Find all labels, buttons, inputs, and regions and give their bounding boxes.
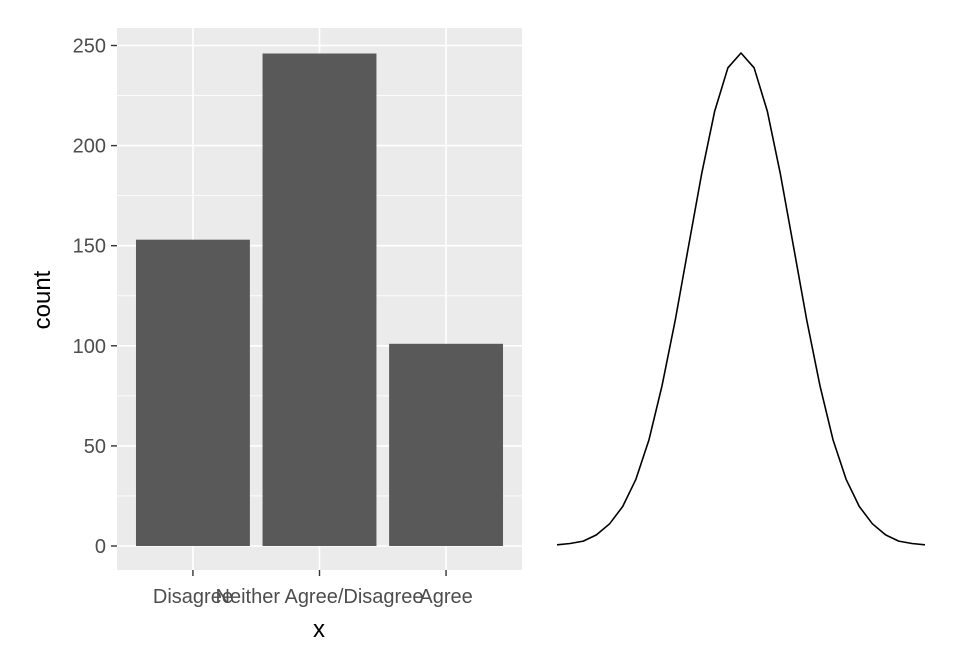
bar [389,343,504,546]
y-tick-label: 150 [73,236,106,258]
y-tick-label: 250 [73,36,106,58]
y-tick-label: 0 [95,536,106,558]
y-tick-label: 200 [73,136,106,158]
bars [135,53,504,547]
x-tick-label: Disagree [153,586,233,608]
x-axis-title: x [313,616,325,643]
bar [135,239,250,546]
x-tick-label: Agree [419,586,472,608]
y-axis-title: count [29,270,56,329]
x-tick-label: Neither Agree/Disagree [216,586,424,608]
density-curve-line [556,52,926,546]
y-tick-label: 100 [73,336,106,358]
y-tick-label: 50 [84,436,106,458]
density-curve-chart [556,52,926,546]
y-axis: 0 50 100 150 200 250 [73,36,117,558]
bar [262,53,377,547]
